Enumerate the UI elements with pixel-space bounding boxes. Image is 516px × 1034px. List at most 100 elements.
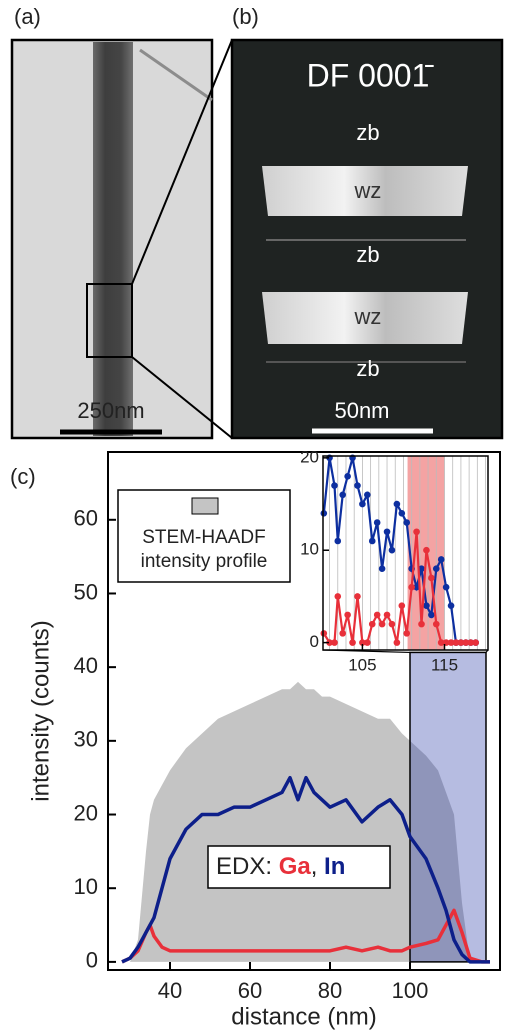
region-label: zb [356, 242, 379, 267]
inset-point [344, 611, 351, 619]
inset-point [403, 630, 411, 637]
x-tick-label: 100 [392, 978, 429, 1003]
inset-point [354, 482, 361, 489]
inset-point [388, 620, 396, 628]
inset-point [383, 528, 391, 536]
legend-text: In [324, 853, 345, 880]
inset-point [331, 482, 338, 489]
inset-point [432, 565, 440, 573]
inset-point [373, 611, 381, 619]
y-tick-label: 30 [74, 727, 98, 752]
y-tick-label: 0 [310, 632, 319, 651]
inset-point [437, 556, 445, 563]
panel-label: (a) [14, 4, 41, 29]
inset-point [368, 620, 376, 628]
inset-border [322, 455, 489, 651]
inset-point [437, 639, 445, 646]
legend-text: EDX: [216, 853, 272, 880]
inset-point [447, 602, 455, 609]
inset-point [344, 473, 351, 480]
legend-box [207, 845, 391, 889]
legend-text: , [311, 853, 318, 880]
panel-label: (b) [232, 4, 259, 29]
inset-point [408, 583, 415, 591]
inset-point [423, 602, 430, 609]
x-tick-label: 40 [158, 978, 182, 1003]
legend-label: EDX: Ga, In [216, 853, 345, 880]
x-tick-label: 60 [238, 978, 262, 1003]
inset-point [413, 583, 420, 591]
y-tick-label: 20 [300, 447, 319, 466]
line [121, 775, 490, 964]
x-tick-label: 115 [431, 655, 458, 674]
inset-point [398, 509, 406, 517]
scale-label: 50nm [334, 398, 389, 423]
inset-point [457, 639, 465, 646]
y-axis-label: intensity (counts) [27, 620, 54, 801]
zoom-box [86, 283, 133, 358]
inset-point [383, 611, 391, 619]
x-axis-label: distance (nm) [231, 1003, 376, 1030]
legend-label: intensity profile [141, 551, 268, 572]
area [122, 681, 490, 962]
x-tick-label: 80 [318, 978, 342, 1003]
inset-point [398, 602, 406, 609]
x-tick-label: 105 [348, 655, 376, 674]
y-tick-label: 60 [74, 506, 98, 531]
wz-band [262, 166, 468, 216]
inset-point [393, 500, 401, 508]
inset-point [418, 565, 425, 573]
plot-border [107, 451, 501, 971]
inset-point [331, 639, 338, 646]
legend-text: Ga [279, 853, 312, 880]
image-title: DF 0001̄ [307, 57, 435, 93]
line [121, 908, 490, 964]
inset-point [393, 639, 401, 646]
region-label: wz [354, 178, 382, 203]
y-tick-label: 10 [74, 874, 98, 899]
inset-point [334, 593, 342, 600]
inset-point [442, 583, 450, 591]
inset-point [354, 593, 361, 600]
inset-point [403, 519, 411, 526]
y-tick-label: 50 [74, 579, 98, 604]
panel-label: (c) [10, 464, 36, 489]
inset-point [452, 639, 460, 646]
inset-point [472, 639, 479, 646]
inset-point [339, 630, 347, 637]
inset-point [428, 574, 435, 582]
inset-point [467, 639, 475, 646]
wz-band [262, 292, 468, 344]
inset-point [413, 528, 420, 536]
region-label: wz [354, 304, 382, 329]
scale-label: 250nm [77, 398, 144, 423]
inset-frame [323, 456, 488, 650]
y-tick-label: 0 [86, 948, 98, 973]
zoom-box [409, 651, 487, 963]
inset-point [349, 639, 356, 646]
inset-point [388, 546, 396, 554]
inset-point [447, 639, 455, 646]
y-tick-label: 10 [300, 540, 319, 559]
inset-point [364, 639, 371, 646]
inset-point [462, 639, 470, 646]
zoom-line [131, 356, 233, 439]
inset-point [423, 546, 430, 554]
inset-point [364, 491, 371, 499]
inset-point [359, 639, 366, 646]
inset-point [320, 630, 328, 637]
inset-point [432, 620, 440, 628]
inset-point [359, 500, 366, 508]
fiber [139, 48, 213, 102]
zoom-line [131, 39, 233, 285]
inset-point [428, 611, 435, 619]
inset-point [368, 537, 376, 545]
y-tick-label: 20 [74, 800, 98, 825]
inset-point [334, 537, 342, 545]
inset-point [326, 639, 333, 646]
legend-label: STEM-HAADF [142, 527, 266, 548]
inset-point [378, 565, 386, 573]
region-label: zb [356, 356, 379, 381]
inset-point [320, 509, 328, 517]
